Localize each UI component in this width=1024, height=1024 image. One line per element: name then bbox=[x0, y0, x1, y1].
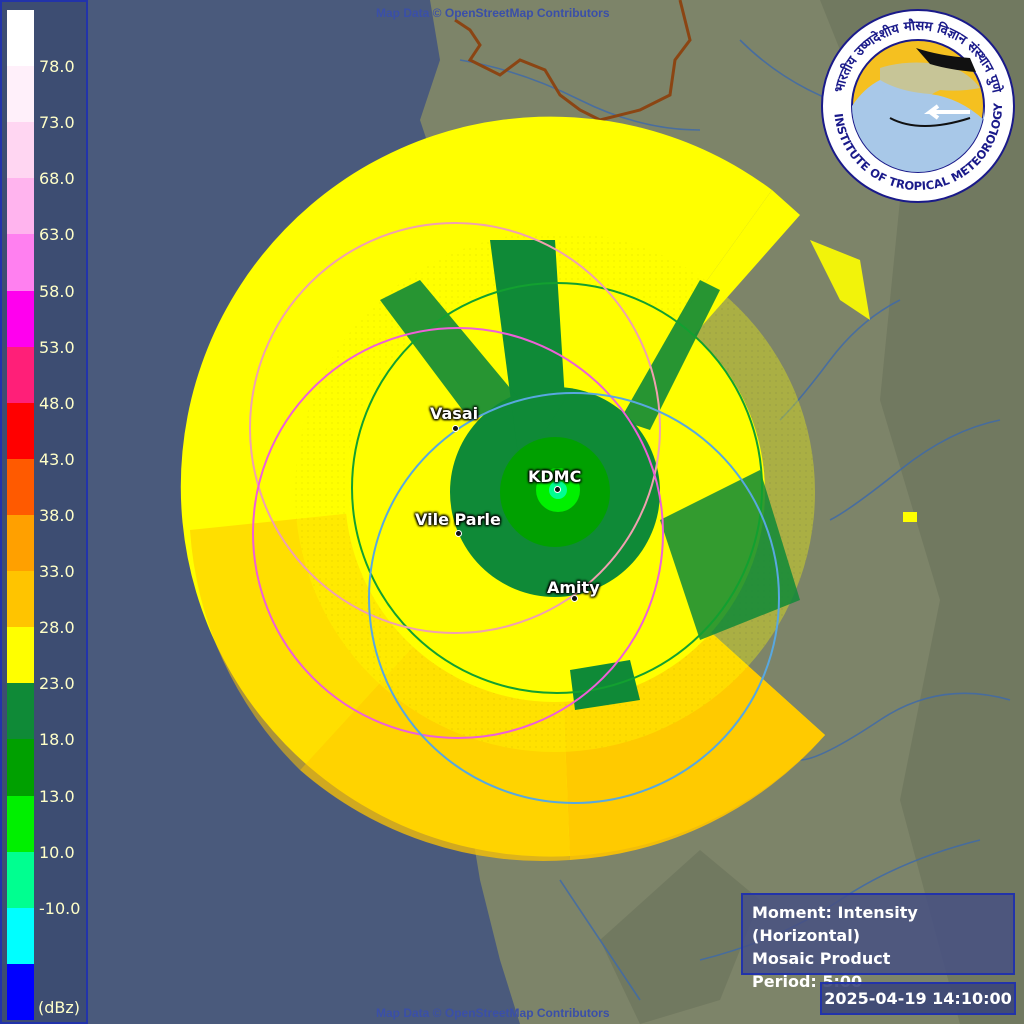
iitm-logo: भारतीय उष्णदेशीय मौसम विज्ञान संस्थान पु… bbox=[820, 8, 1015, 203]
legend-swatch bbox=[7, 515, 34, 572]
site-label-kdmc: KDMC bbox=[528, 467, 582, 486]
legend-swatch bbox=[7, 739, 34, 797]
color-scale-legend: 78.0 73.0 68.0 63.0 58.0 53.0 48.0 43.0 38.0 33.0… bbox=[0, 0, 88, 1024]
legend-tick-label: 68.0 bbox=[39, 169, 75, 189]
legend-swatch bbox=[7, 627, 34, 684]
site-label-vasai: Vasai bbox=[430, 404, 479, 423]
legend-tick-label: 58.0 bbox=[39, 281, 75, 301]
legend-tick-label: 38.0 bbox=[39, 506, 75, 525]
legend-swatch bbox=[7, 683, 34, 740]
legend-tick-label: 10.0 bbox=[39, 842, 75, 862]
legend-tick-label: 33.0 bbox=[39, 562, 75, 582]
legend-swatch bbox=[7, 10, 34, 67]
legend-tick-label: 73.0 bbox=[39, 113, 75, 133]
legend-swatch bbox=[7, 907, 34, 965]
radar-range-rings bbox=[249, 222, 780, 804]
site-marker-vile-parle[interactable] bbox=[455, 530, 462, 537]
site-marker-kdmc[interactable] bbox=[554, 486, 561, 493]
terrain-shading bbox=[600, 0, 1024, 1024]
product-label: Mosaic Product bbox=[752, 949, 891, 968]
legend-swatch bbox=[7, 234, 34, 292]
legend-tick-label: 53.0 bbox=[39, 337, 75, 357]
range-ring-kdmc bbox=[351, 282, 763, 694]
legend-tick-label: 48.0 bbox=[39, 393, 75, 413]
legend-swatch bbox=[7, 346, 34, 404]
legend-tick-label: 13.0 bbox=[39, 786, 75, 806]
moment-label: Moment: Intensity (Horizontal) bbox=[752, 903, 918, 945]
legend-swatch bbox=[7, 963, 34, 1021]
timestamp-box: 2025-04-19 14:10:00 bbox=[820, 982, 1016, 1015]
legend-swatch bbox=[7, 178, 34, 235]
legend-tick-label: 23.0 bbox=[39, 674, 75, 694]
product-info-box: Moment: Intensity (Horizontal) Mosaic Pr… bbox=[741, 893, 1015, 991]
range-ring-amity bbox=[368, 392, 780, 804]
legend-swatch bbox=[7, 458, 34, 516]
legend-tick-label: 63.0 bbox=[39, 225, 75, 245]
legend-tick-label: 78.0 bbox=[39, 57, 75, 77]
range-ring-vile-parle bbox=[252, 327, 664, 739]
legend-tick-label: 28.0 bbox=[39, 618, 75, 638]
legend-unit-label: (dBz) bbox=[38, 998, 81, 1017]
map-credit-bottom: Map Data © OpenStreetMap Contributors bbox=[376, 1006, 610, 1020]
map-credit-top: Map Data © OpenStreetMap Contributors bbox=[376, 6, 610, 20]
site-label-amity: Amity bbox=[547, 578, 600, 597]
legend-swatch bbox=[7, 402, 34, 460]
legend-swatch bbox=[7, 122, 34, 179]
site-label-vile-parle: Vile Parle bbox=[415, 510, 501, 529]
legend-swatch bbox=[7, 66, 34, 123]
legend-swatch bbox=[7, 851, 34, 909]
site-marker-amity[interactable] bbox=[571, 595, 578, 602]
legend-tick-label: -10.0 bbox=[39, 898, 81, 918]
legend-tick-label: 43.0 bbox=[39, 449, 75, 469]
range-ring-vasai bbox=[249, 222, 661, 634]
legend-swatch bbox=[7, 290, 34, 348]
state-boundary bbox=[454, 0, 692, 122]
legend-swatch bbox=[7, 795, 34, 853]
radar-reflectivity bbox=[180, 116, 917, 861]
legend-tick-label: 18.0 bbox=[39, 730, 75, 750]
legend-swatch bbox=[7, 571, 34, 628]
site-marker-vasai[interactable] bbox=[452, 425, 459, 432]
